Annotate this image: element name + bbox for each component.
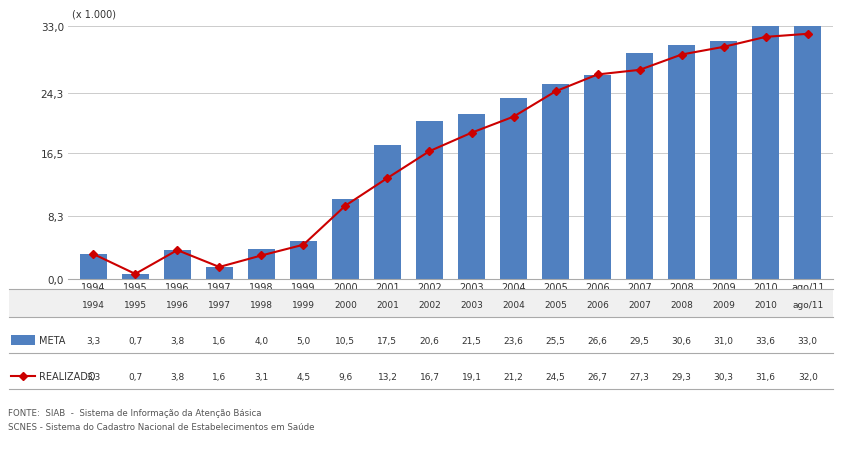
Text: 3,3: 3,3	[86, 372, 100, 381]
Text: 23,6: 23,6	[503, 336, 524, 345]
Text: 30,3: 30,3	[714, 372, 734, 381]
Text: 31,0: 31,0	[714, 336, 734, 345]
Bar	[458, 115, 485, 280]
Text: 1994: 1994	[82, 300, 105, 309]
Text: 2006: 2006	[586, 300, 609, 309]
Text: META: META	[39, 336, 65, 345]
Text: 2007: 2007	[628, 300, 651, 309]
Text: 1997: 1997	[207, 300, 231, 309]
Text: 1998: 1998	[250, 300, 273, 309]
Text: 32,0: 32,0	[798, 372, 818, 381]
Text: 2005: 2005	[544, 300, 567, 309]
Text: 33,0: 33,0	[798, 336, 818, 345]
Text: 9,6: 9,6	[338, 372, 353, 381]
Text: 2010: 2010	[754, 300, 777, 309]
Bar	[626, 54, 654, 280]
Text: (x 1.000): (x 1.000)	[72, 9, 116, 19]
Text: 3,8: 3,8	[170, 336, 184, 345]
Text: 4,5: 4,5	[297, 372, 310, 381]
Text: 25,5: 25,5	[546, 336, 565, 345]
Text: 33,6: 33,6	[756, 336, 776, 345]
Text: 29,5: 29,5	[630, 336, 649, 345]
Text: 27,3: 27,3	[630, 372, 649, 381]
Text: 13,2: 13,2	[377, 372, 398, 381]
Text: 24,5: 24,5	[546, 372, 565, 381]
Text: 10,5: 10,5	[336, 336, 355, 345]
Text: 3,1: 3,1	[254, 372, 269, 381]
Bar	[500, 99, 527, 280]
Text: 3,3: 3,3	[86, 336, 100, 345]
Bar	[80, 254, 107, 280]
Text: 29,3: 29,3	[672, 372, 692, 381]
Text: 26,6: 26,6	[587, 336, 608, 345]
Text: 1999: 1999	[292, 300, 314, 309]
Bar	[290, 241, 317, 280]
Text: 2003: 2003	[460, 300, 483, 309]
Bar	[122, 274, 149, 280]
Bar	[416, 122, 443, 280]
Text: 21,5: 21,5	[462, 336, 481, 345]
Text: 0,7: 0,7	[128, 372, 143, 381]
Text: 5,0: 5,0	[297, 336, 310, 345]
Text: 31,6: 31,6	[756, 372, 776, 381]
Text: 1,6: 1,6	[212, 336, 226, 345]
Text: 2004: 2004	[502, 300, 525, 309]
Text: 1995: 1995	[124, 300, 147, 309]
Text: 0,7: 0,7	[128, 336, 143, 345]
Bar	[247, 249, 275, 280]
Text: 2001: 2001	[376, 300, 399, 309]
Text: FONTE:  SIAB  -  Sistema de Informação da Atenção Básica: FONTE: SIAB - Sistema de Informação da A…	[8, 408, 262, 417]
Bar	[206, 267, 233, 280]
Text: 17,5: 17,5	[377, 336, 398, 345]
Bar	[752, 23, 779, 280]
Text: 30,6: 30,6	[672, 336, 692, 345]
Text: 2009: 2009	[712, 300, 735, 309]
Bar	[163, 251, 191, 280]
Bar	[710, 42, 737, 280]
Text: ago/11: ago/11	[792, 300, 824, 309]
Text: 2002: 2002	[418, 300, 441, 309]
Text: 19,1: 19,1	[462, 372, 481, 381]
Text: 2000: 2000	[334, 300, 357, 309]
Text: SCNES - Sistema do Cadastro Nacional de Estabelecimentos em Saúde: SCNES - Sistema do Cadastro Nacional de …	[8, 422, 315, 431]
Text: 1996: 1996	[166, 300, 189, 309]
Text: REALIZADO: REALIZADO	[39, 372, 95, 382]
Text: 2008: 2008	[671, 300, 693, 309]
Bar	[374, 146, 401, 280]
Bar	[584, 76, 611, 280]
Text: 16,7: 16,7	[420, 372, 439, 381]
Text: 26,7: 26,7	[587, 372, 608, 381]
Bar	[542, 84, 570, 280]
Text: 1,6: 1,6	[212, 372, 226, 381]
Text: 4,0: 4,0	[254, 336, 269, 345]
Text: 3,8: 3,8	[170, 372, 184, 381]
Bar	[332, 199, 359, 280]
Bar	[794, 27, 821, 280]
Text: 21,2: 21,2	[504, 372, 524, 381]
Text: 20,6: 20,6	[420, 336, 439, 345]
Bar	[668, 46, 695, 280]
